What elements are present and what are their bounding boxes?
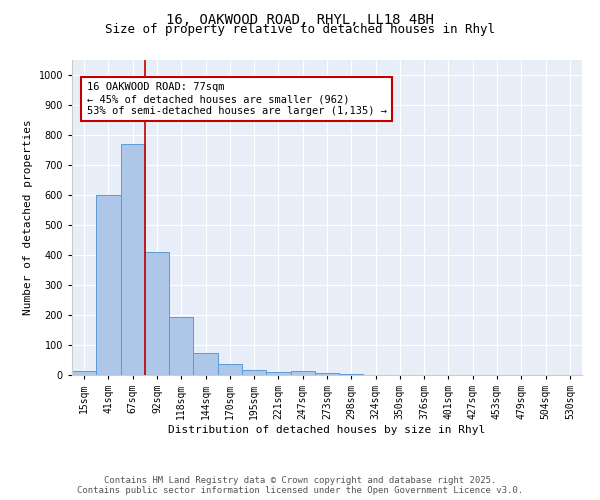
Bar — [242, 370, 266, 375]
Text: Contains HM Land Registry data © Crown copyright and database right 2025.
Contai: Contains HM Land Registry data © Crown c… — [77, 476, 523, 495]
Text: 16 OAKWOOD ROAD: 77sqm
← 45% of detached houses are smaller (962)
53% of semi-de: 16 OAKWOOD ROAD: 77sqm ← 45% of detached… — [86, 82, 386, 116]
Bar — [193, 352, 218, 375]
Bar — [290, 371, 315, 375]
Bar — [169, 317, 193, 375]
Bar — [218, 364, 242, 375]
Text: Size of property relative to detached houses in Rhyl: Size of property relative to detached ho… — [105, 22, 495, 36]
Bar — [339, 374, 364, 375]
Bar — [96, 195, 121, 375]
Bar — [121, 144, 145, 375]
Bar — [72, 370, 96, 375]
Bar — [145, 252, 169, 375]
Text: 16, OAKWOOD ROAD, RHYL, LL18 4BH: 16, OAKWOOD ROAD, RHYL, LL18 4BH — [166, 12, 434, 26]
Bar — [266, 372, 290, 375]
Bar — [315, 372, 339, 375]
Y-axis label: Number of detached properties: Number of detached properties — [23, 120, 33, 316]
X-axis label: Distribution of detached houses by size in Rhyl: Distribution of detached houses by size … — [169, 425, 485, 435]
